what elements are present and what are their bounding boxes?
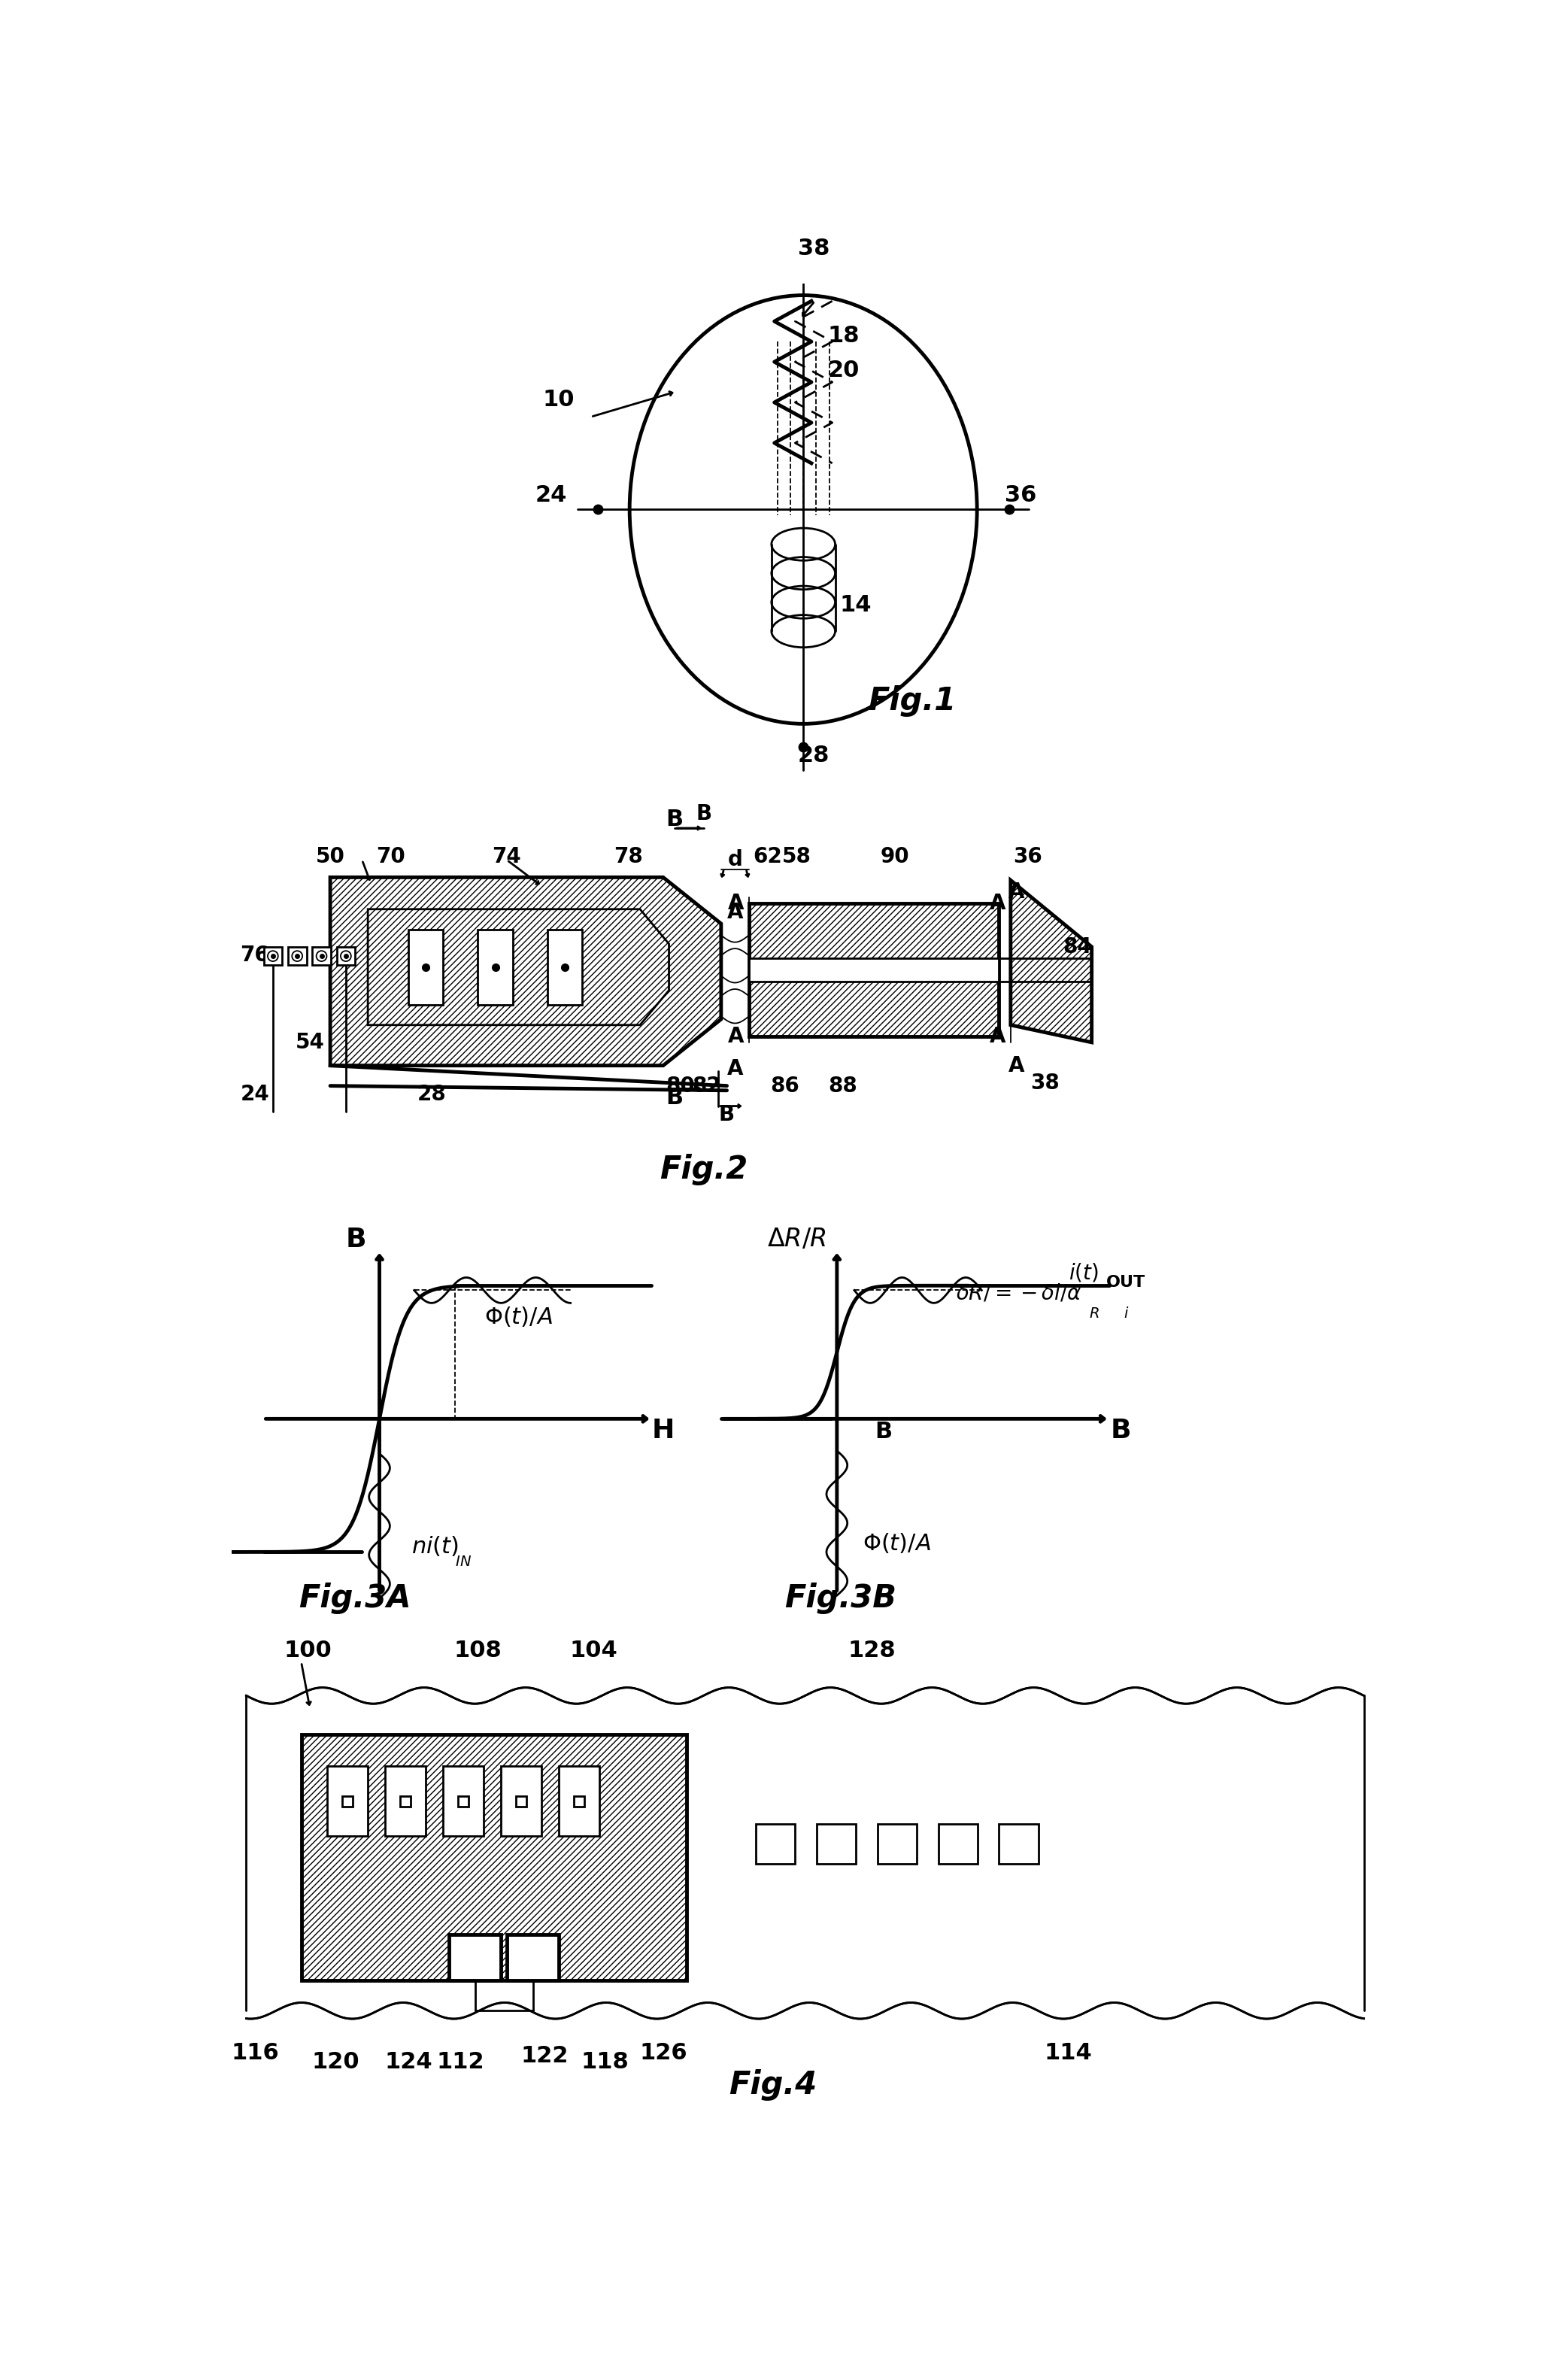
Polygon shape: [368, 910, 670, 1026]
Text: H: H: [652, 1418, 674, 1442]
Text: $ni(t)$: $ni(t)$: [411, 1534, 458, 1558]
Text: A: A: [728, 1026, 745, 1047]
Text: 58: 58: [782, 846, 811, 868]
Text: A: A: [728, 1059, 743, 1078]
Text: 20: 20: [828, 359, 859, 381]
Text: 24: 24: [536, 485, 568, 506]
Text: 84: 84: [1063, 936, 1091, 957]
Polygon shape: [1011, 879, 1091, 1043]
Bar: [999, 1825, 1038, 1863]
Bar: [502, 1766, 541, 1837]
Text: A: A: [1008, 1054, 1024, 1076]
Bar: [246, 1695, 1364, 2012]
Text: $\delta R/=-\delta i/\alpha$: $\delta R/=-\delta i/\alpha$: [955, 1284, 1082, 1303]
Text: 128: 128: [848, 1641, 895, 1662]
Text: S': S': [522, 1948, 544, 1967]
Text: 114: 114: [1044, 2042, 1093, 2064]
Text: $\Phi(t)$$/A$: $\Phi(t)$$/A$: [862, 1532, 931, 1556]
Text: B: B: [347, 1227, 367, 1253]
Text: 28: 28: [798, 745, 829, 766]
Bar: [448, 1934, 502, 1981]
Text: $\Phi(t)$$/A$: $\Phi(t)$$/A$: [485, 1305, 552, 1329]
Text: 104: 104: [569, 1641, 618, 1662]
Text: 116: 116: [230, 2042, 279, 2064]
Text: A: A: [728, 894, 745, 915]
Text: 88: 88: [828, 1076, 858, 1097]
Text: 70: 70: [376, 846, 406, 868]
Bar: [386, 1766, 426, 1837]
Text: Fig.1: Fig.1: [869, 686, 956, 716]
Bar: [750, 903, 999, 1035]
Bar: [444, 1766, 483, 1837]
Text: A: A: [728, 901, 743, 922]
Text: B: B: [666, 808, 684, 830]
Text: Fig.4: Fig.4: [729, 2068, 817, 2102]
Bar: [312, 948, 331, 965]
Text: OUT: OUT: [1105, 1274, 1146, 1291]
Text: B: B: [696, 804, 712, 825]
Bar: [750, 957, 999, 981]
Text: 120: 120: [312, 2052, 361, 2073]
Text: 112: 112: [436, 2052, 485, 2073]
Text: 36: 36: [1005, 485, 1036, 506]
Text: 18: 18: [828, 324, 859, 348]
Text: 74: 74: [492, 846, 522, 868]
Text: 54: 54: [295, 1031, 325, 1052]
Text: A: A: [1008, 882, 1024, 903]
Text: B: B: [666, 1087, 684, 1109]
Text: A: A: [989, 894, 1007, 915]
Text: $i(t)$: $i(t)$: [1068, 1262, 1099, 1284]
Text: Fig.3A: Fig.3A: [298, 1582, 411, 1615]
Text: 76: 76: [240, 946, 270, 967]
Text: B: B: [1110, 1418, 1131, 1442]
Text: Fig.3B: Fig.3B: [784, 1582, 897, 1615]
Bar: [263, 948, 282, 965]
Bar: [756, 1825, 795, 1863]
Text: 10: 10: [543, 388, 575, 411]
Bar: [337, 948, 354, 965]
Text: 124: 124: [384, 2052, 433, 2073]
Text: 86: 86: [770, 1076, 800, 1097]
Text: 38: 38: [1030, 1073, 1060, 1095]
Text: 90: 90: [880, 846, 909, 868]
Text: 36: 36: [1013, 846, 1043, 868]
Bar: [817, 1825, 856, 1863]
Text: d: d: [728, 849, 743, 870]
Text: 62: 62: [753, 846, 782, 868]
Text: 50: 50: [315, 846, 345, 868]
Text: 28: 28: [417, 1085, 447, 1104]
Text: 78: 78: [613, 846, 643, 868]
Bar: [328, 1766, 368, 1837]
Bar: [408, 929, 444, 1005]
Text: 126: 126: [640, 2042, 687, 2064]
Bar: [478, 929, 513, 1005]
Bar: [878, 1825, 917, 1863]
Text: 100: 100: [284, 1641, 332, 1662]
Text: 24: 24: [240, 1085, 270, 1104]
Bar: [558, 1766, 599, 1837]
Text: $\Delta R/R$: $\Delta R/R$: [767, 1227, 826, 1251]
Text: Fig.2: Fig.2: [660, 1154, 748, 1187]
Bar: [301, 1735, 687, 1981]
Text: 80: 80: [666, 1076, 695, 1097]
Bar: [289, 948, 306, 965]
Text: 14: 14: [839, 593, 872, 617]
Text: 122: 122: [521, 2045, 568, 2066]
Text: B: B: [720, 1104, 735, 1125]
Text: 38: 38: [798, 239, 829, 260]
Text: S: S: [467, 1948, 483, 1967]
Text: $_{IN}$: $_{IN}$: [455, 1548, 472, 1567]
Bar: [506, 1934, 558, 1981]
Bar: [938, 1825, 977, 1863]
Bar: [547, 929, 582, 1005]
Text: 108: 108: [453, 1641, 502, 1662]
Text: 118: 118: [582, 2052, 629, 2073]
Polygon shape: [331, 877, 721, 1066]
Text: 82: 82: [691, 1076, 721, 1097]
Text: B: B: [875, 1421, 892, 1442]
Text: $_i$: $_i$: [1124, 1298, 1129, 1319]
Text: $_R$: $_R$: [1088, 1298, 1099, 1319]
Text: A: A: [989, 1026, 1007, 1047]
